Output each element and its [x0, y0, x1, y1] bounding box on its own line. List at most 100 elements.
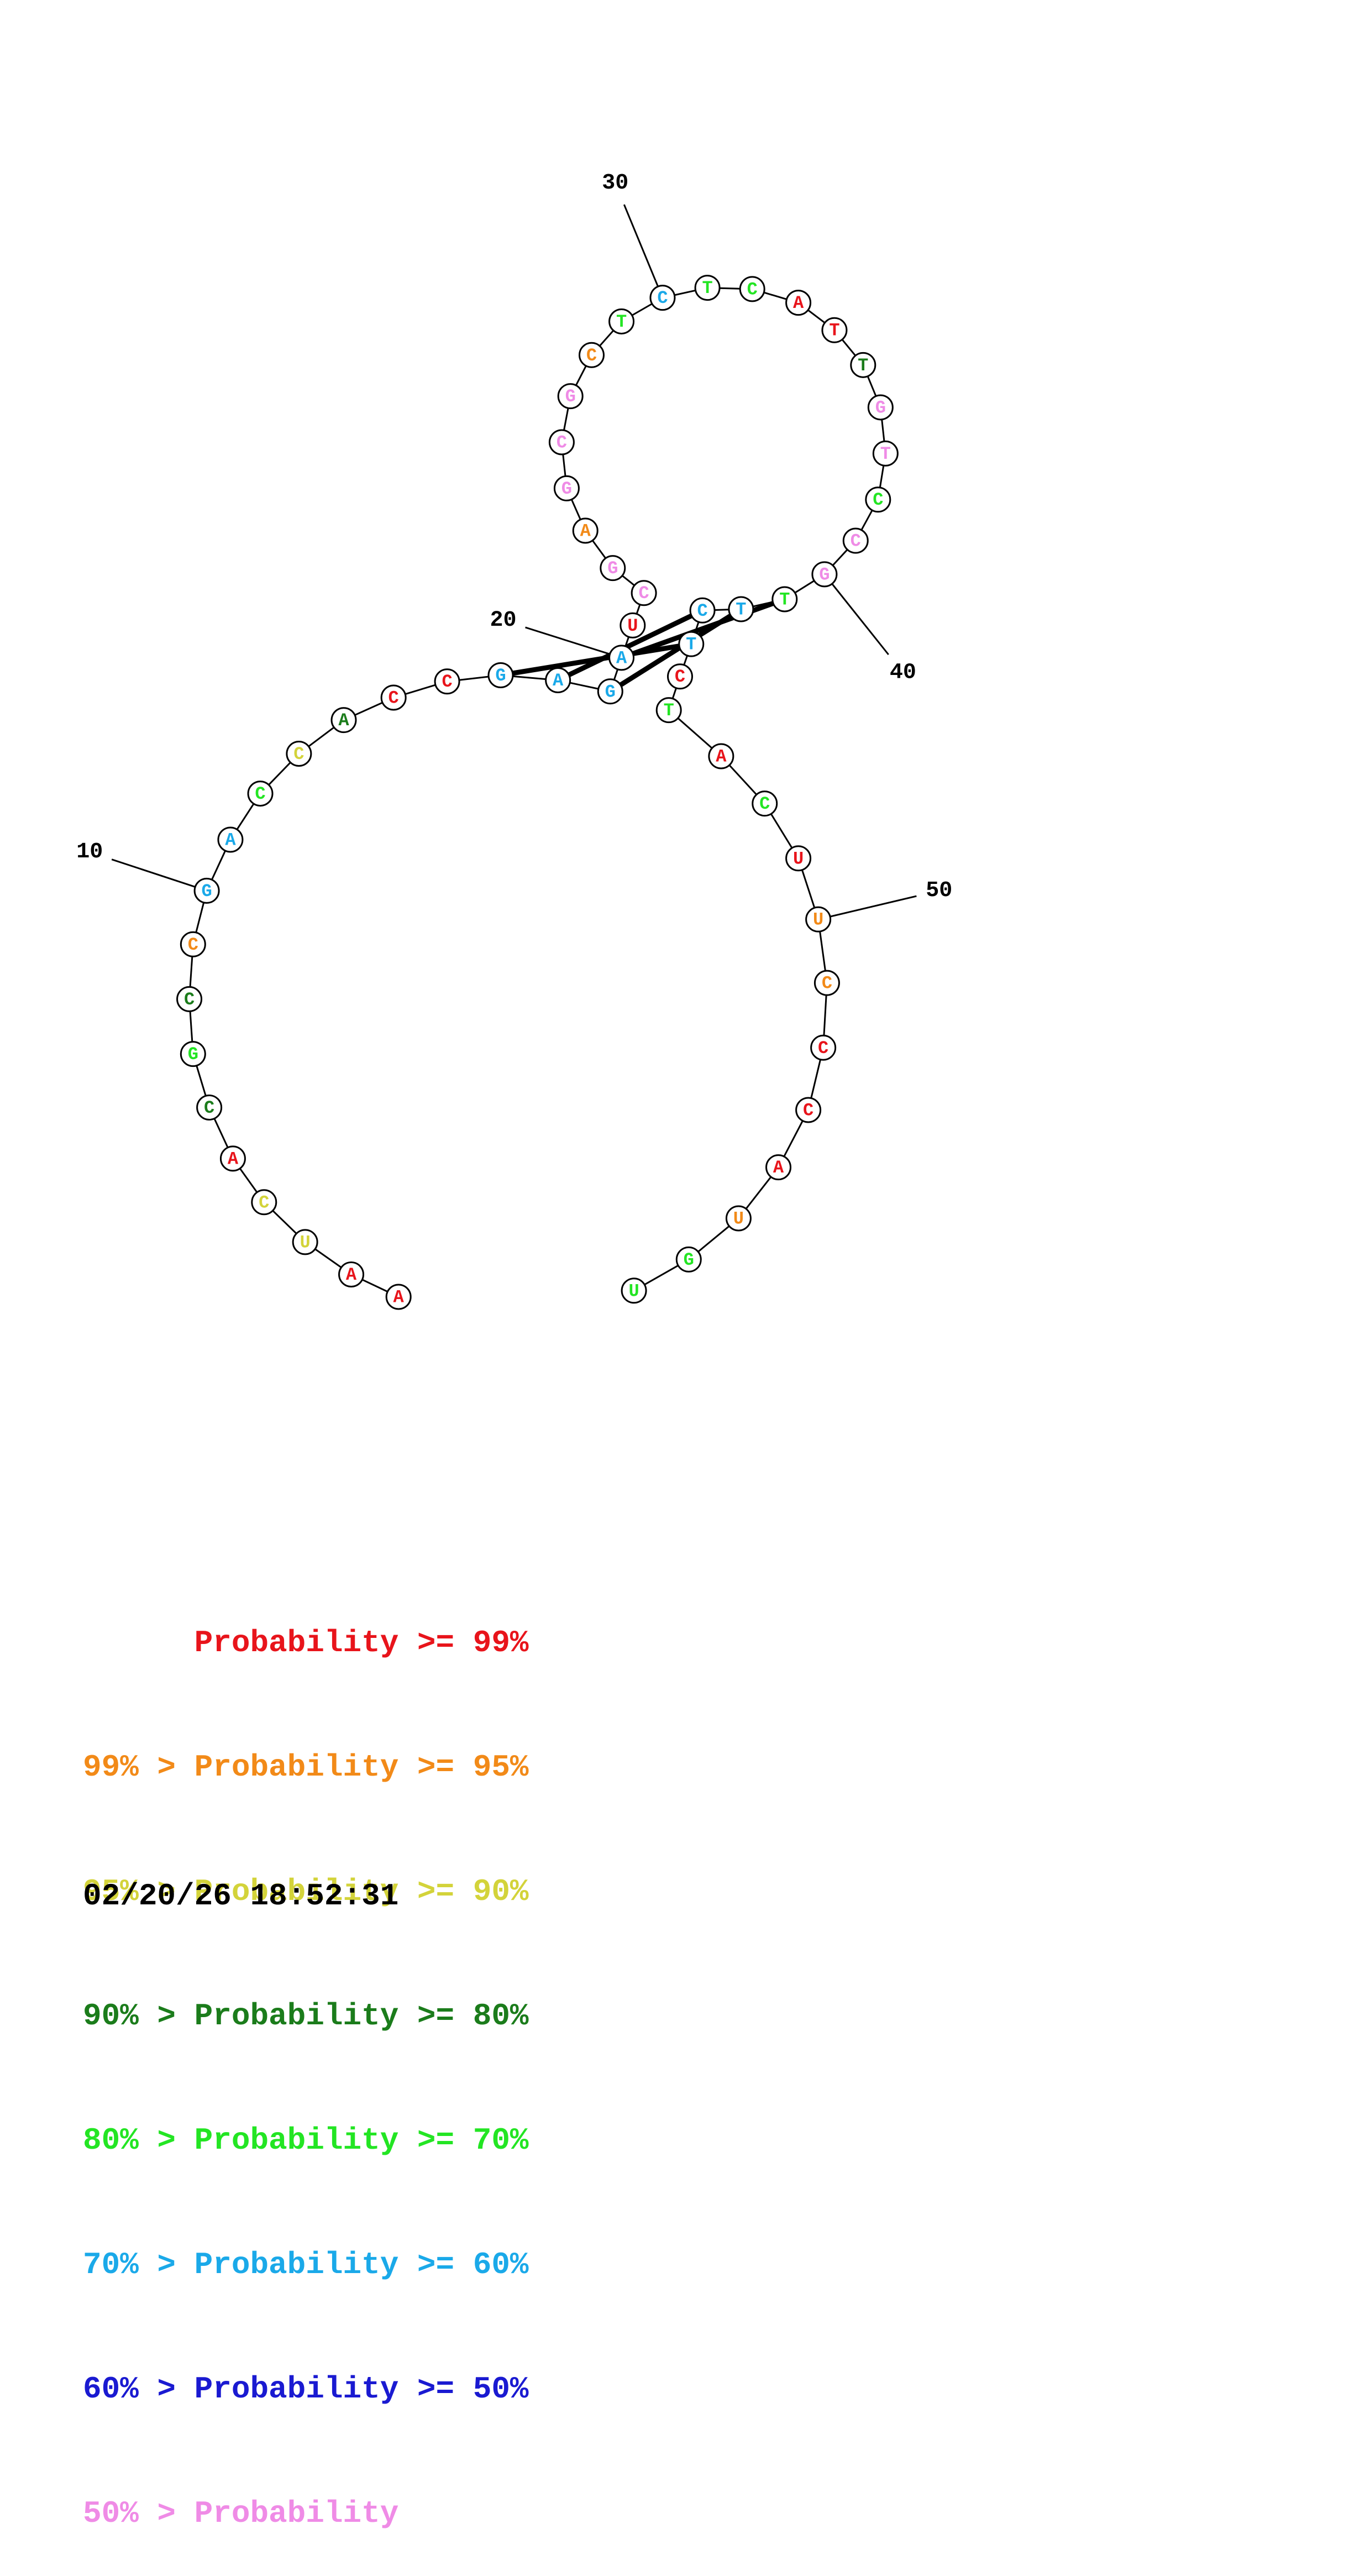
- nucleotide: G: [811, 561, 838, 588]
- nucleotide: C: [649, 285, 676, 311]
- position-tick: [111, 858, 207, 892]
- nucleotide-circle: [292, 1229, 318, 1255]
- nucleotide: T: [872, 440, 899, 467]
- nucleotide-base: G: [605, 682, 616, 702]
- nucleotide-circle: [666, 663, 693, 690]
- nucleotide-circle: [810, 1034, 837, 1061]
- nucleotide-base: C: [759, 794, 770, 814]
- nucleotide: T: [771, 586, 798, 612]
- nucleotide: A: [765, 1154, 792, 1181]
- nucleotide-circle: [286, 740, 312, 767]
- nucleotide-base: U: [627, 616, 638, 636]
- nucleotide-circle: [608, 308, 635, 334]
- nucleotide-circle: [842, 527, 869, 554]
- nucleotide-circle: [176, 986, 203, 1012]
- nucleotide-base: C: [851, 531, 861, 552]
- nucleotide: G: [600, 555, 626, 582]
- nucleotide-circle: [548, 429, 575, 455]
- position-label: 30: [602, 171, 628, 196]
- legend-row-7: 60% > Probability >= 50%: [83, 2371, 529, 2407]
- nucleotide: G: [180, 1041, 206, 1067]
- nucleotide: C: [842, 527, 869, 554]
- nucleotide-base: A: [793, 293, 804, 313]
- nucleotide: T: [850, 352, 876, 378]
- nucleotide-base: C: [184, 989, 195, 1010]
- nucleotide-base: C: [657, 288, 668, 308]
- nucleotide-base: G: [684, 1250, 694, 1270]
- nucleotide-circle: [689, 597, 716, 624]
- nucleotide-circle: [193, 877, 220, 904]
- nucleotide: T: [608, 308, 635, 334]
- nucleotide-base: T: [858, 355, 868, 376]
- nucleotide: T: [728, 596, 754, 622]
- nucleotide-base: T: [686, 635, 696, 655]
- nucleotide-circle: [330, 707, 357, 734]
- nucleotide-base: T: [702, 278, 712, 299]
- nucleotide-circle: [708, 743, 734, 769]
- nucleotide-circle: [811, 561, 838, 588]
- nucleotide-circle: [739, 276, 765, 302]
- nucleotide-base: G: [819, 564, 830, 585]
- nucleotide-base: U: [628, 1281, 639, 1301]
- nucleotide-circle: [487, 662, 514, 688]
- nucleotide-circle: [600, 555, 626, 582]
- nucleotide-circle: [694, 275, 721, 301]
- legend-row-5: 80% > Probability >= 70%: [83, 2123, 529, 2158]
- nucleotide-base: G: [495, 666, 506, 686]
- nucleotide-circle: [821, 317, 848, 343]
- nucleotide-base: G: [565, 386, 576, 407]
- nucleotide: T: [821, 317, 848, 343]
- nucleotide-circle: [608, 645, 635, 671]
- nucleotide: A: [545, 667, 571, 693]
- nucleotide-base: C: [259, 1192, 269, 1213]
- nucleotide: C: [434, 668, 460, 695]
- nucleotide: C: [631, 580, 657, 606]
- nucleotide-base: A: [553, 671, 564, 691]
- position-label: 50: [926, 878, 952, 903]
- nucleotide-circle: [872, 440, 899, 467]
- nucleotide-circle: [219, 1145, 246, 1172]
- nucleotide-base: T: [664, 700, 674, 721]
- nucleotide: A: [708, 743, 734, 769]
- nucleotide-circle: [865, 486, 891, 513]
- nucleotide-base: A: [346, 1265, 357, 1285]
- nucleotide-base: U: [793, 849, 804, 869]
- nucleotide-base: C: [188, 935, 198, 955]
- nucleotide-circle: [620, 612, 646, 638]
- nucleotide-circle: [805, 906, 832, 933]
- nucleotide-circle: [434, 668, 460, 695]
- nucleotide-circle: [631, 580, 657, 606]
- nucleotide: G: [557, 383, 584, 410]
- nucleotide-base: C: [873, 490, 883, 510]
- position-tick: [525, 626, 622, 659]
- nucleotide-base: G: [188, 1044, 198, 1065]
- nucleotide: C: [380, 684, 407, 711]
- position-labels: 10 20 30 40 50: [76, 171, 952, 920]
- nucleotide-circle: [380, 684, 407, 711]
- position-label: 20: [490, 608, 516, 633]
- nucleotide-base: U: [300, 1232, 311, 1253]
- nucleotide-base: G: [561, 479, 572, 499]
- nucleotide-circle: [675, 1246, 702, 1273]
- nucleotide: C: [251, 1189, 277, 1216]
- nucleotide-base: T: [736, 600, 746, 620]
- nucleotide-base: A: [338, 710, 349, 731]
- position-label: 40: [890, 660, 916, 685]
- nucleotide: C: [752, 790, 778, 817]
- nucleotide: G: [553, 475, 580, 501]
- nucleotide: A: [330, 707, 357, 734]
- nucleotide: C: [795, 1097, 822, 1123]
- nucleotide: G: [597, 678, 623, 705]
- backbone: [188, 287, 886, 1298]
- nucleotide: A: [608, 645, 635, 671]
- nucleotide-circle: [338, 1261, 365, 1287]
- nucleotide-base: A: [228, 1149, 239, 1169]
- nucleotide-base: C: [557, 433, 567, 453]
- nucleotide-circle: [771, 586, 798, 612]
- legend-row-4: 90% > Probability >= 80%: [83, 1998, 529, 2034]
- probability-legend: Probability >= 99% 99% > Probability >= …: [83, 1540, 529, 2576]
- nucleotide: U: [292, 1229, 318, 1255]
- nucleotide-base: C: [389, 688, 399, 709]
- nucleotide-circle: [621, 1277, 647, 1304]
